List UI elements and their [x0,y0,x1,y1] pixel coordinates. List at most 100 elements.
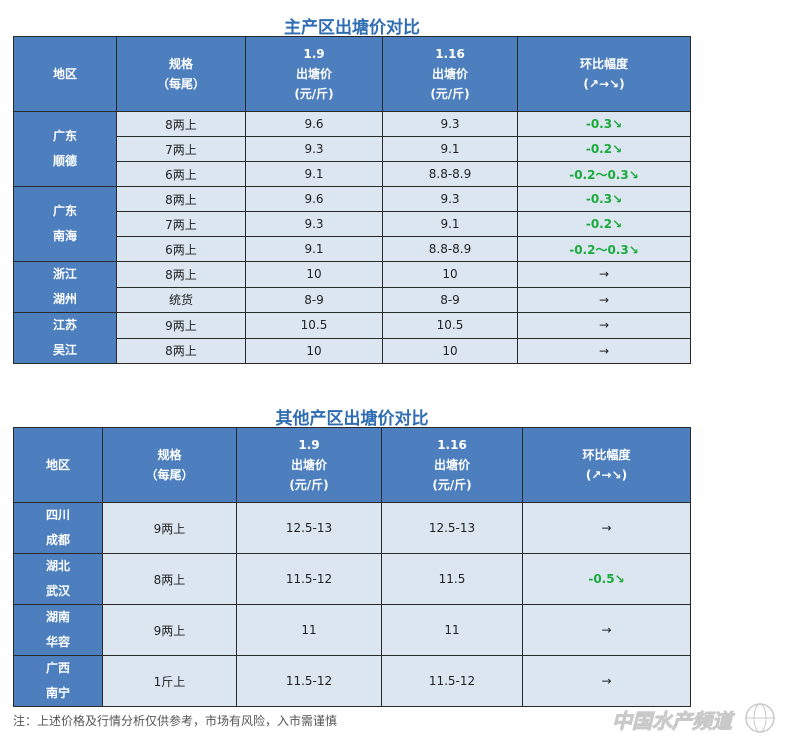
header-spec: 规格 （每尾） [102,427,237,503]
header-price-1: 1.9 出塘价 (元/斤) [236,427,382,503]
region-line1: 湖北 [45,559,70,573]
table-row: 6两上 9.1 8.8-8.9 -0.2～0.3↘ [14,236,691,262]
price-1-16-cell: 12.5-13 [381,502,523,554]
region-cell: 广东 南海 [13,186,117,262]
spec-cell: 9两上 [116,312,246,339]
globe-logo-icon: 中国水产频道 [612,703,775,733]
change-cell: -0.3↘ [517,111,691,137]
header-date: 1.16 [435,47,465,61]
table-row: 8两上 10 10 → [14,337,691,364]
change-cell: -0.2～0.3↘ [517,236,691,262]
price-1-9-cell: 9.6 [245,186,383,212]
change-cell: -0.5↘ [522,553,691,605]
price-1-9-cell: 11.5-12 [236,553,382,605]
region-line2: 南宁 [45,686,70,700]
price-1-16-cell: 8.8-8.9 [382,161,518,187]
watermark-text: 中国水产频道 [612,709,735,733]
header-unit: (元/斤) [430,87,470,101]
region-cell: 浙江 湖州 [13,261,117,313]
header-change-line1: 环比幅度 [579,57,628,71]
spec-cell: 1斤上 [102,655,237,707]
change-cell: -0.2↘ [517,136,691,162]
table1-title: 主产区出塘价对比 [284,18,420,38]
header-date: 1.9 [303,47,325,61]
price-1-16-cell: 11.5 [381,553,523,605]
spec-cell: 6两上 [116,161,246,187]
header-change-line2: (↗→↘) [585,468,628,482]
region-line1: 湖南 [45,610,70,624]
header-spec: 规格 （每尾） [116,36,246,112]
header-row: 地区 规格 （每尾） 1.9 出塘价 (元/斤) 1.16 出塘价 (元/斤) 环比幅度 (↗→↘) [13,36,691,112]
change-cell: → [517,337,691,364]
change-cell: -0.3↘ [517,186,691,212]
header-price-label: 出塘价 [290,458,327,472]
spec-cell: 6两上 [116,236,246,262]
header-price-label: 出塘价 [295,67,332,81]
region-line2: 成都 [45,533,70,547]
change-cell: → [522,502,691,554]
table-row: 广东 南海 8两上 9.6 9.3 -0.3↘ [13,186,691,262]
header-spec-line1: 规格 [157,448,182,462]
price-1-16-cell: 11 [381,604,523,656]
other-region-price-table: 地区 规格 （每尾） 1.9 出塘价 (元/斤) 1.16 出塘价 (元/斤) 环比幅度 (↗→↘)… [13,427,691,707]
table-row: 湖南 华容 9两上 11 11 → [13,604,691,656]
price-1-9-cell: 10 [245,261,383,288]
region-line2: 顺德 [52,154,77,168]
spec-cell: 8两上 [116,337,246,364]
region-cell: 江苏 吴江 [13,312,117,364]
change-cell: -0.2↘ [517,211,691,237]
spec-cell: 8两上 [102,553,237,605]
price-1-9-cell: 11.5-12 [236,655,382,707]
price-1-9-cell: 10.5 [245,312,383,339]
price-1-16-cell: 11.5-12 [381,655,523,707]
header-spec-line2: （每尾） [145,468,194,482]
price-1-16-cell: 9.3 [382,111,518,137]
region-line1: 广西 [45,661,70,675]
table-row: 7两上 9.3 9.1 -0.2↘ [14,136,691,162]
table2-title: 其他产区出塘价对比 [275,409,429,429]
region-line2: 吴江 [52,343,77,357]
header-row: 地区 规格 （每尾） 1.9 出塘价 (元/斤) 1.16 出塘价 (元/斤) 环比幅度 (↗→↘) [13,427,691,503]
spec-cell: 统货 [116,286,246,313]
header-date: 1.9 [298,438,320,452]
table-row: 浙江 湖州 8两上 10 10 → [13,261,691,313]
change-cell: -0.2～0.3↘ [517,161,691,187]
region-line2: 南海 [52,229,77,243]
region-cell: 广西 南宁 [13,655,103,707]
price-1-16-cell: 8.8-8.9 [382,236,518,262]
price-1-16-cell: 10 [382,337,518,364]
price-1-9-cell: 9.3 [245,136,383,162]
price-1-9-cell: 9.1 [245,236,383,262]
spec-cell: 9两上 [102,604,237,656]
table-row: 江苏 吴江 9两上 10.5 10.5 → [13,312,691,364]
main-region-price-table: 地区 规格 （每尾） 1.9 出塘价 (元/斤) 1.16 出塘价 (元/斤) 环比幅度 (↗→↘)… [13,36,691,364]
change-cell: → [517,261,691,288]
region-line1: 江苏 [52,318,77,332]
change-cell: → [517,312,691,339]
header-price-1: 1.9 出塘价 (元/斤) [245,36,383,112]
price-1-16-cell: 10.5 [382,312,518,339]
header-price-2: 1.16 出塘价 (元/斤) [382,36,518,112]
header-change-line1: 环比幅度 [582,448,631,462]
header-change: 环比幅度 (↗→↘) [517,36,691,112]
region-line1: 四川 [45,508,70,522]
price-1-9-cell: 9.6 [245,111,383,137]
header-date: 1.16 [437,438,467,452]
table-row: 湖北武汉 8两上 11.5-12 11.5 -0.5↘ [13,553,691,605]
price-1-16-cell: 10 [382,261,518,288]
spec-cell: 9两上 [102,502,237,554]
region-cell: 广东 顺德 [13,111,117,187]
spec-cell: 7两上 [116,211,246,237]
region-line2: 华容 [45,635,70,649]
change-cell: → [522,604,691,656]
change-cell: → [517,286,691,313]
price-1-9-cell: 11 [236,604,382,656]
spec-cell: 8两上 [116,111,246,137]
header-spec-line2: （每尾） [156,77,205,91]
region-line1: 浙江 [52,267,77,281]
price-1-9-cell: 8-9 [245,286,383,313]
price-1-16-cell: 9.1 [382,136,518,162]
table-row: 广东 顺德 8两上 9.6 9.3 -0.3↘ [13,111,691,187]
price-1-9-cell: 10 [245,337,383,364]
region-line2: 武汉 [45,584,70,598]
